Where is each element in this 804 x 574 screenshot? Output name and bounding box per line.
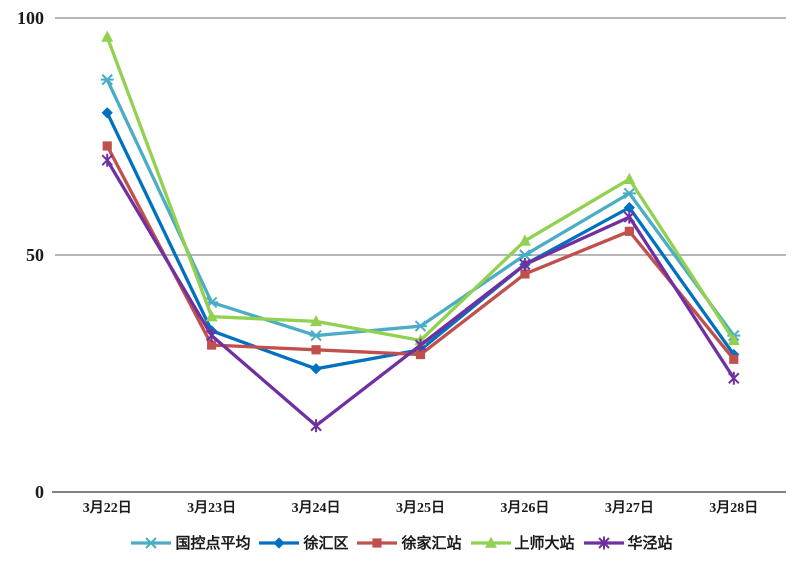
legend-label-1: 徐汇区 xyxy=(303,534,349,552)
series-line-3 xyxy=(105,36,736,343)
legend-item-1: 徐汇区 xyxy=(259,532,348,553)
marker-diamond xyxy=(273,536,286,549)
series-line-0 xyxy=(105,78,736,338)
series-line-1 xyxy=(105,112,736,371)
marker-square xyxy=(624,226,634,236)
marker-asterisk xyxy=(414,338,427,352)
legend-item-2: 徐家汇站 xyxy=(357,532,462,553)
legend-key-0 xyxy=(131,536,172,549)
legend-key-2 xyxy=(357,537,398,548)
legend-label-2: 徐家汇站 xyxy=(401,534,462,552)
x-axis-label-1: 3月23日 xyxy=(187,500,236,516)
marker-asterisk xyxy=(205,329,218,343)
y-axis-label-0: 0 xyxy=(35,482,44,502)
legend-key-3 xyxy=(470,536,511,548)
marker-triangle xyxy=(623,172,636,184)
series-markers-0 xyxy=(100,73,741,342)
marker-diamond xyxy=(623,202,635,214)
chart-legend: 国控点平均 徐汇区 徐家汇站 上师大站 华泾站 xyxy=(40,532,764,553)
marker-square xyxy=(415,349,426,360)
marker-asterisk xyxy=(519,257,531,271)
series-markers-2 xyxy=(102,141,739,364)
legend-item-0: 国控点平均 xyxy=(131,532,250,553)
marker-x-dash xyxy=(309,329,323,342)
legend-label-3: 上师大站 xyxy=(514,534,575,552)
legend-label-0: 国控点平均 xyxy=(175,534,251,552)
marker-triangle xyxy=(484,536,497,548)
y-axis-label-100: 100 xyxy=(17,8,44,28)
marker-x-dash xyxy=(414,320,427,332)
y-axis-label-50: 50 xyxy=(26,245,44,265)
marker-x-dash xyxy=(622,187,636,200)
marker-asterisk xyxy=(623,210,636,224)
marker-diamond xyxy=(101,107,113,119)
marker-square xyxy=(372,537,383,548)
marker-triangle xyxy=(101,30,114,42)
marker-triangle xyxy=(727,333,740,346)
marker-x-dash xyxy=(518,249,532,261)
marker-asterisk xyxy=(597,536,610,549)
series-markers-4 xyxy=(101,153,740,433)
legend-item-3: 上师大站 xyxy=(470,532,575,553)
x-axis-label-0: 3月22日 xyxy=(83,500,132,516)
x-axis-label-3: 3月25日 xyxy=(396,500,445,516)
legend-item-4: 华泾站 xyxy=(583,532,673,553)
marker-square xyxy=(102,141,112,151)
legend-label-4: 华泾站 xyxy=(627,534,673,552)
marker-square xyxy=(311,345,321,355)
marker-triangle xyxy=(205,310,218,322)
marker-asterisk xyxy=(310,419,322,433)
marker-diamond xyxy=(310,363,322,375)
x-axis-label-4: 3月26日 xyxy=(500,500,549,516)
legend-key-4 xyxy=(583,536,624,549)
plot-area: 0 50 100 3月22日 3月23日 3月24日 3月25日 3月26日 3月27日 3月28… xyxy=(17,8,786,516)
marker-asterisk xyxy=(101,153,113,167)
marker-asterisk xyxy=(728,371,740,385)
marker-square xyxy=(520,269,530,279)
marker-square xyxy=(207,340,217,350)
legend-key-1 xyxy=(259,536,300,549)
x-axis-label-5: 3月27日 xyxy=(605,500,654,516)
marker-triangle xyxy=(310,314,323,327)
marker-square xyxy=(729,354,739,364)
marker-diamond xyxy=(728,348,740,361)
x-axis-label-2: 3月24日 xyxy=(292,500,341,516)
series-markers-3 xyxy=(101,30,740,346)
marker-x-dash xyxy=(100,73,114,86)
marker-x-dash xyxy=(144,536,158,549)
x-axis-label-6: 3月28日 xyxy=(709,500,758,516)
marker-triangle xyxy=(518,234,531,246)
